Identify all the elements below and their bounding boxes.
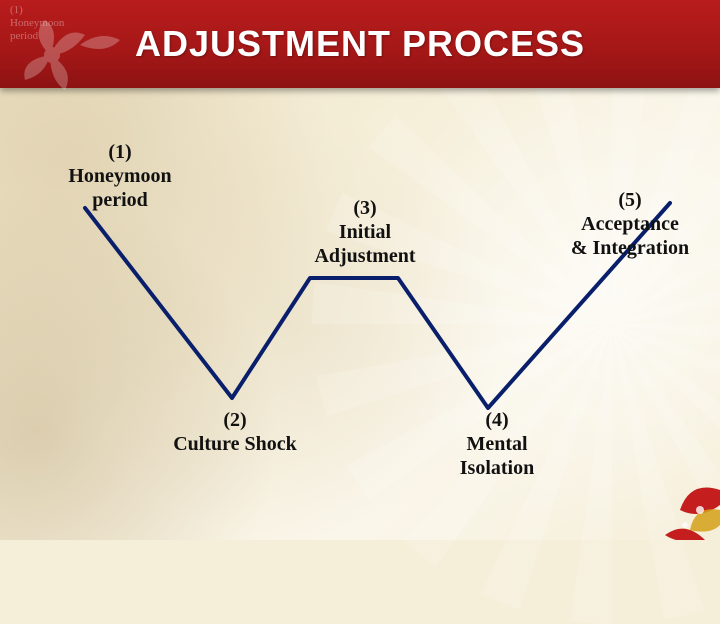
stage-label-4: (4)Mental Isolation — [432, 408, 562, 480]
header-corner-num: (1) — [10, 4, 23, 16]
header-bar: (1) Honeymoon period ADJUSTMENT PROCESS — [0, 0, 720, 88]
stage-num: (4) — [432, 408, 562, 432]
stage-label-5: (5)Acceptance & Integration — [545, 188, 715, 260]
stage-label-2: (2)Culture Shock — [150, 408, 320, 456]
header-corner-label: (1) Honeymoon period — [10, 4, 64, 44]
stage-num: (5) — [545, 188, 715, 212]
stage-label-3: (3)Initial Adjustment — [290, 196, 440, 268]
stage-num: (2) — [150, 408, 320, 432]
page-title: ADJUSTMENT PROCESS — [135, 23, 585, 65]
chart-area: (1)Honeymoon period (2)Culture Shock (3)In… — [0, 88, 720, 540]
stage-text: Honeymoon period — [50, 164, 190, 212]
stage-label-1: (1)Honeymoon period — [50, 140, 190, 212]
corner-ornament-icon — [630, 450, 720, 540]
stage-num: (1) — [50, 140, 190, 164]
stage-num: (3) — [290, 196, 440, 220]
stage-text: Mental Isolation — [432, 432, 562, 480]
stage-text: Initial Adjustment — [290, 220, 440, 268]
stage-text: Culture Shock — [150, 432, 320, 456]
header-corner-text-line: Honeymoon period — [10, 17, 64, 42]
stage-text: Acceptance & Integration — [545, 212, 715, 260]
